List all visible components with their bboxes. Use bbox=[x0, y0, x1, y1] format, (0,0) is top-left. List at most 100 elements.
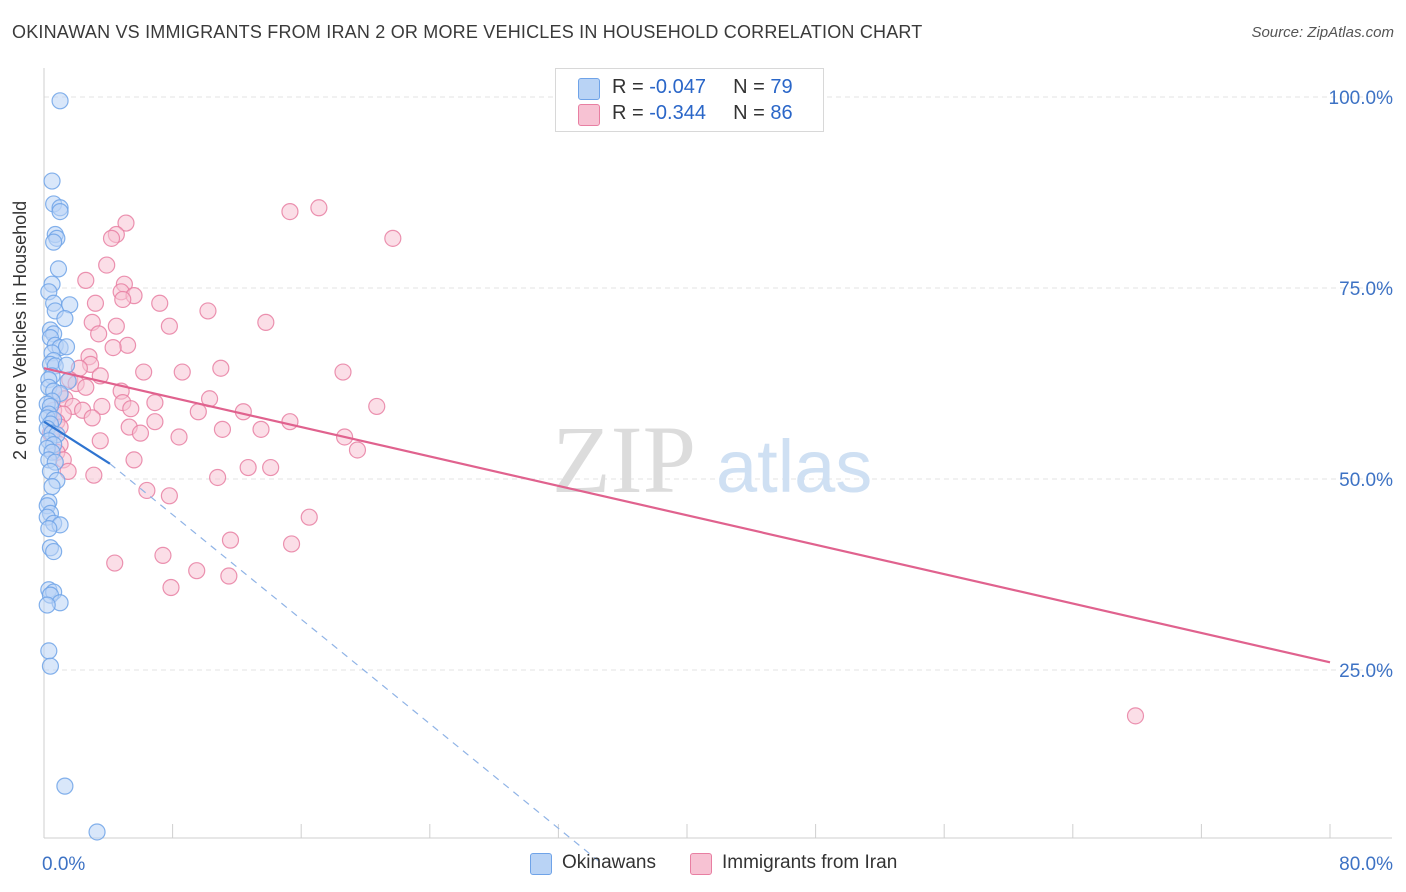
point-okinawans bbox=[40, 642, 58, 660]
point-iran bbox=[252, 420, 270, 438]
point-okinawans bbox=[41, 657, 60, 675]
point-okinawans bbox=[88, 823, 106, 841]
trend-line-iran bbox=[43, 367, 1331, 664]
point-iran bbox=[209, 468, 227, 487]
point-iran bbox=[281, 203, 299, 221]
watermark: ZIP atlas bbox=[552, 406, 872, 513]
point-iran bbox=[138, 481, 156, 500]
legend-r-label: R = bbox=[612, 102, 650, 124]
point-okinawans bbox=[40, 520, 58, 538]
watermark-atlas: atlas bbox=[716, 425, 872, 508]
point-iran bbox=[221, 531, 240, 549]
legend-n-label: N = bbox=[733, 102, 771, 124]
point-iran bbox=[160, 487, 178, 505]
legend-swatch-okinawans bbox=[578, 78, 600, 100]
data-points bbox=[38, 92, 1145, 841]
point-iran bbox=[146, 413, 164, 431]
point-iran bbox=[282, 535, 301, 553]
point-iran bbox=[384, 229, 402, 247]
point-okinawans bbox=[38, 596, 56, 614]
point-iran bbox=[281, 413, 299, 431]
legend-row-okinawans: R = -0.047 N = 79 bbox=[556, 75, 823, 101]
point-iran bbox=[334, 363, 352, 381]
point-iran bbox=[262, 458, 280, 477]
point-iran bbox=[107, 317, 125, 335]
trend-line-okinawans bbox=[43, 420, 111, 465]
legend-label-okinawans: Okinawans bbox=[562, 852, 656, 873]
point-iran bbox=[125, 451, 143, 469]
legend-n-value: 86 bbox=[770, 102, 793, 124]
point-iran bbox=[348, 441, 367, 459]
source-note: Source: ZipAtlas.com bbox=[1251, 24, 1394, 41]
point-iran bbox=[83, 409, 101, 427]
y-tick-label: 100.0% bbox=[1329, 88, 1394, 109]
watermark-zip: ZIP bbox=[552, 406, 696, 513]
point-iran bbox=[59, 462, 77, 480]
point-iran bbox=[151, 294, 169, 312]
point-iran bbox=[102, 229, 121, 247]
point-iran bbox=[85, 466, 103, 484]
point-iran bbox=[189, 403, 207, 421]
trend-lines bbox=[43, 367, 1331, 862]
point-iran bbox=[90, 325, 108, 343]
legend-text-okinawans: R = -0.047 N = 79 bbox=[612, 76, 793, 99]
point-iran bbox=[212, 359, 230, 377]
point-iran bbox=[188, 562, 206, 580]
point-iran bbox=[86, 294, 105, 312]
point-okinawans bbox=[43, 478, 61, 496]
point-iran bbox=[77, 378, 95, 396]
point-iran bbox=[160, 317, 178, 335]
y-tick-label: 75.0% bbox=[1339, 279, 1393, 300]
series-legend: Okinawans Immigrants from Iran bbox=[0, 852, 1406, 878]
point-iran bbox=[162, 578, 180, 597]
point-iran bbox=[199, 302, 217, 320]
point-okinawans bbox=[43, 172, 61, 190]
point-iran bbox=[98, 256, 116, 274]
y-tick-label: 50.0% bbox=[1339, 470, 1393, 491]
point-okinawans bbox=[57, 356, 76, 374]
point-iran bbox=[154, 546, 172, 565]
point-okinawans bbox=[49, 260, 68, 278]
point-okinawans bbox=[51, 92, 69, 110]
point-iran bbox=[300, 508, 318, 526]
point-iran bbox=[106, 554, 124, 572]
point-iran bbox=[122, 400, 140, 418]
point-iran bbox=[257, 313, 275, 331]
point-okinawans bbox=[56, 777, 74, 795]
point-iran bbox=[368, 397, 386, 416]
legend-n-label: N = bbox=[733, 76, 771, 98]
legend-r-label: R = bbox=[612, 76, 650, 98]
legend-swatch-iran bbox=[578, 104, 600, 126]
legend-r-value: -0.047 bbox=[649, 76, 706, 98]
point-iran bbox=[239, 458, 257, 477]
point-iran bbox=[114, 290, 132, 309]
point-okinawans bbox=[45, 542, 63, 561]
point-iran bbox=[310, 199, 328, 217]
point-iran bbox=[104, 338, 122, 357]
legend-r-value: -0.344 bbox=[649, 102, 706, 124]
point-iran bbox=[131, 424, 150, 442]
y-tick-label: 25.0% bbox=[1339, 661, 1393, 682]
legend-swatch-okinawans bbox=[530, 853, 552, 875]
point-okinawans bbox=[51, 203, 69, 221]
point-okinawans bbox=[45, 233, 63, 251]
legend-swatch-iran bbox=[690, 853, 712, 875]
point-iran bbox=[1126, 707, 1145, 725]
point-iran bbox=[117, 214, 135, 232]
point-iran bbox=[118, 336, 137, 354]
gridlines bbox=[44, 96, 1392, 671]
point-okinawans bbox=[56, 309, 74, 328]
point-iran bbox=[146, 394, 164, 412]
point-iran bbox=[91, 432, 109, 450]
legend-n-value: 79 bbox=[770, 76, 793, 98]
point-iran bbox=[170, 428, 188, 446]
point-okinawans bbox=[57, 338, 76, 356]
x-tick-label: 80.0% bbox=[1339, 854, 1393, 875]
legend-label-iran: Immigrants from Iran bbox=[722, 852, 898, 873]
point-iran bbox=[213, 420, 232, 438]
tick-labels: 100.0% 75.0% 50.0% 25.0% 0.0% 80.0% bbox=[42, 88, 1393, 875]
y-axis-label: 2 or more Vehicles in Household bbox=[10, 200, 30, 460]
trend-dashed-okinawans bbox=[109, 463, 599, 862]
legend-text-iran: R = -0.344 N = 86 bbox=[612, 102, 793, 125]
